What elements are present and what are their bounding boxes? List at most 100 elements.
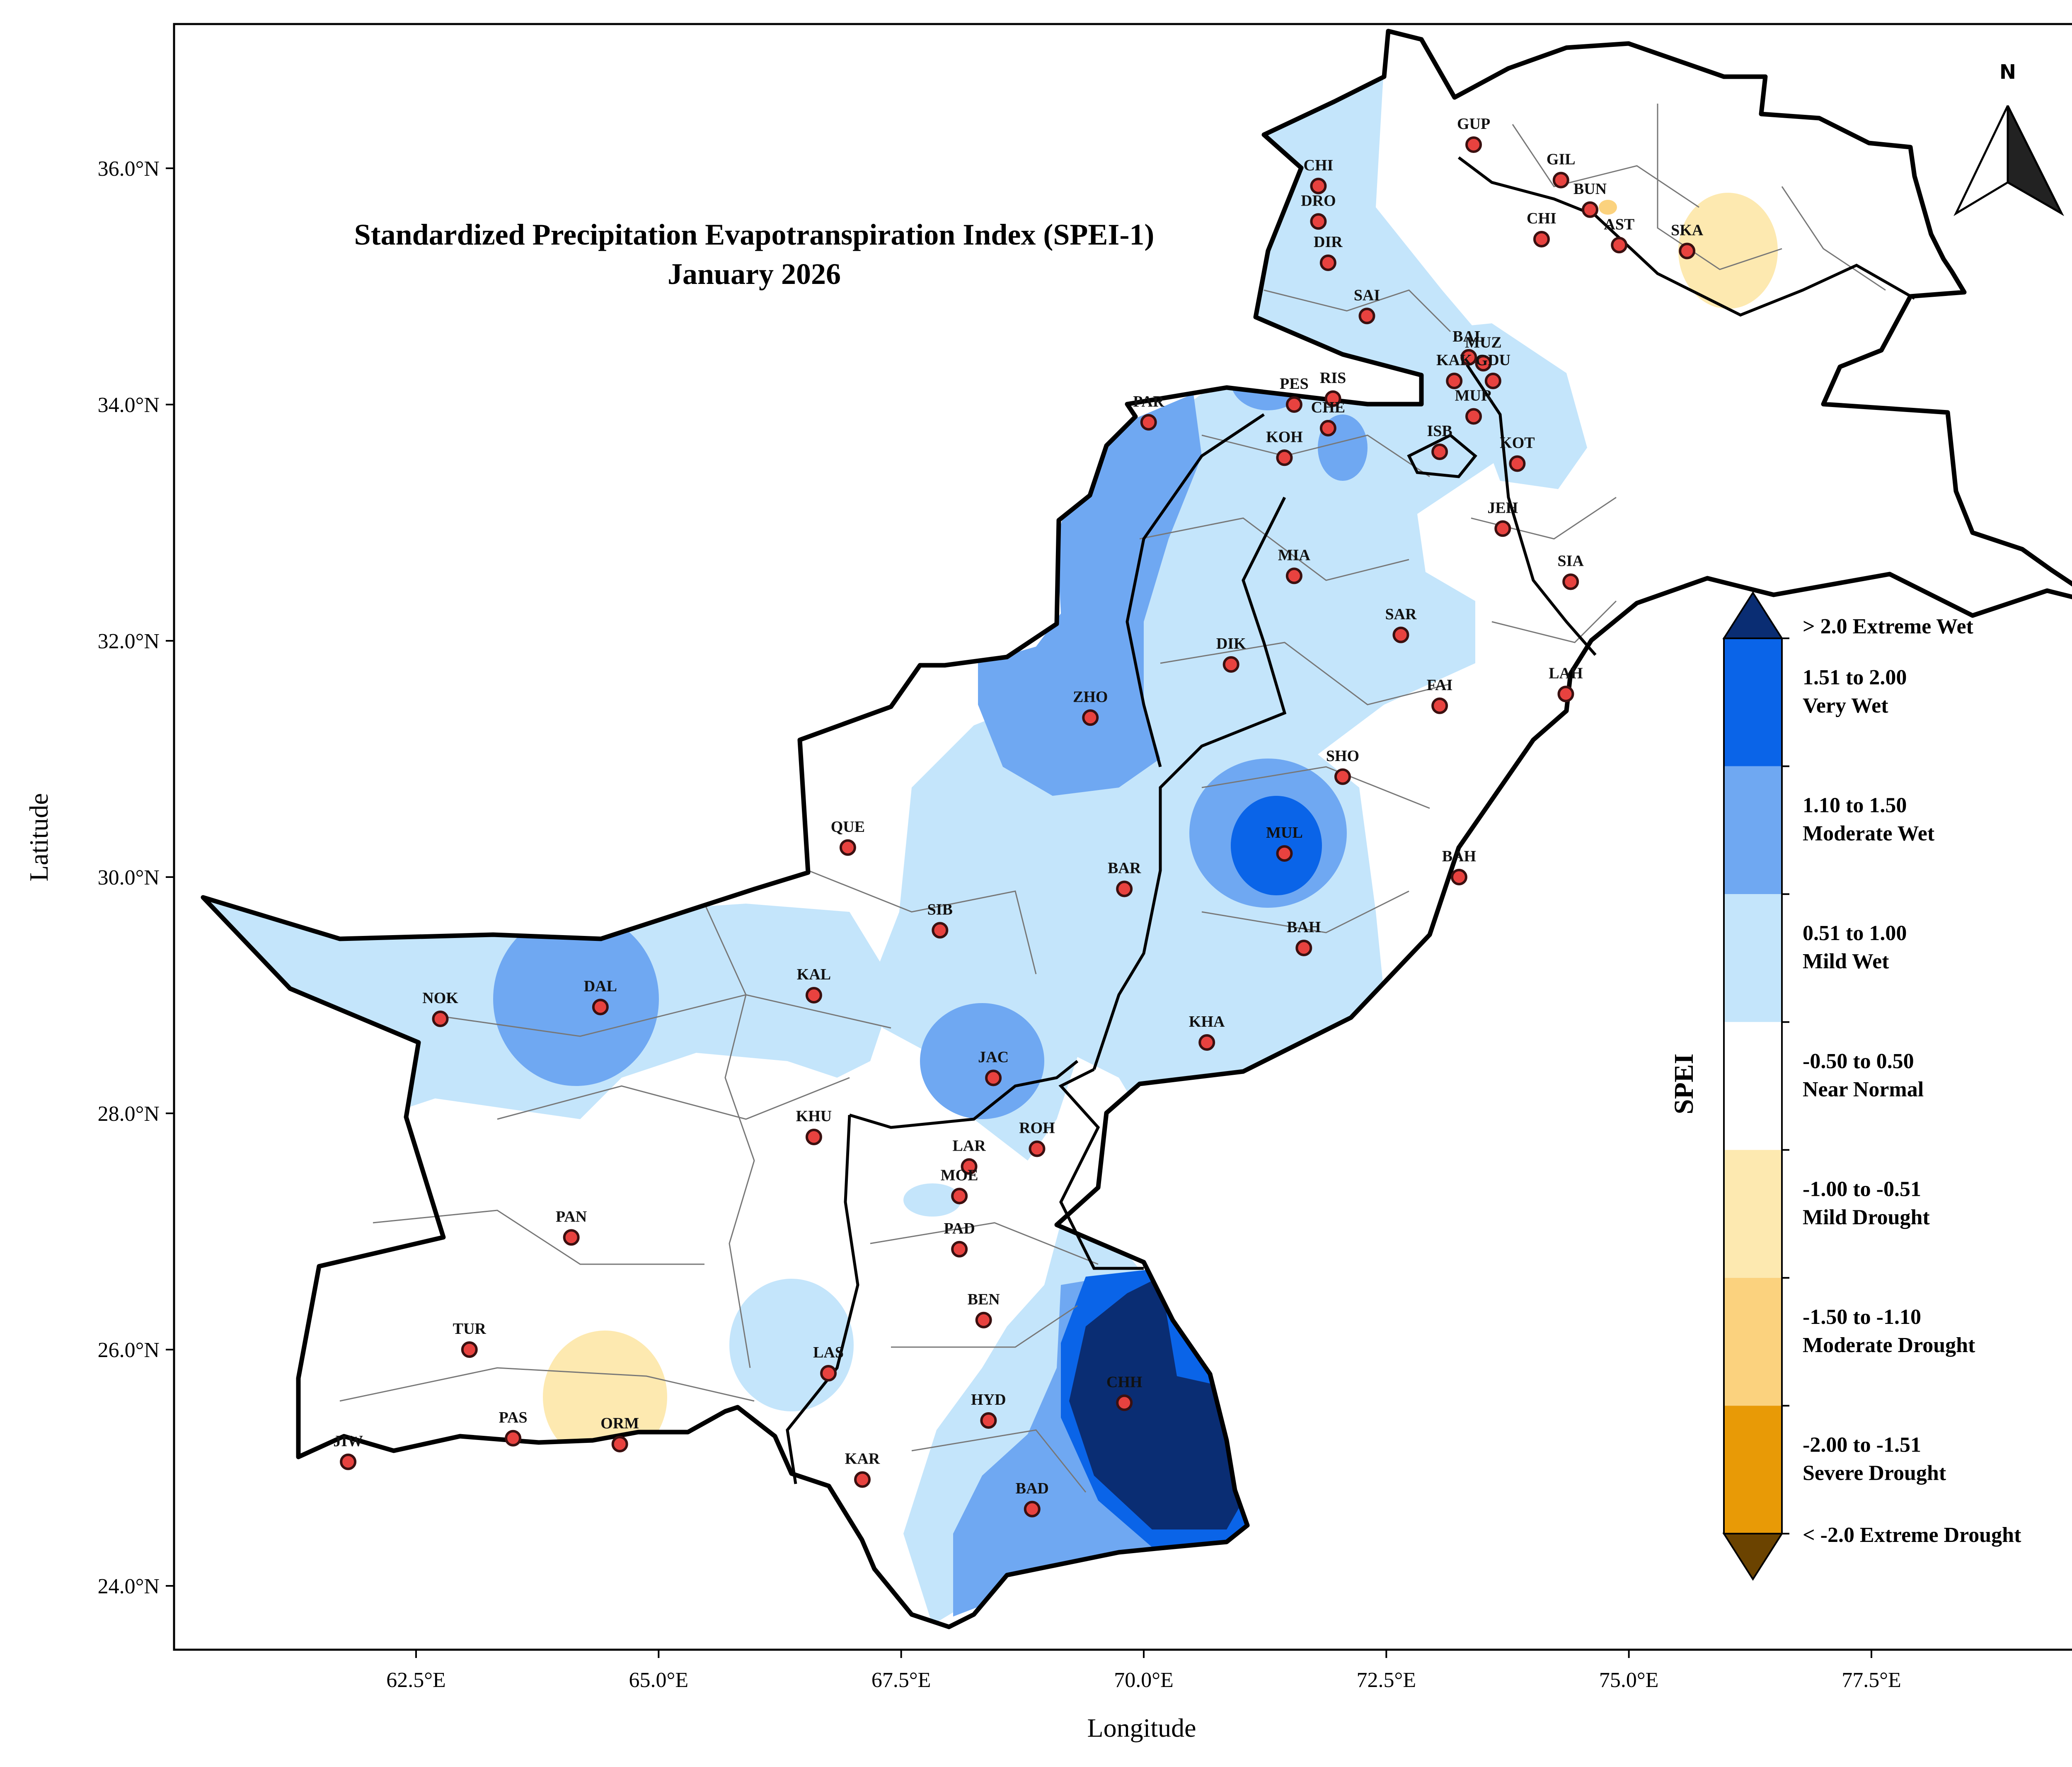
very-wet-region-multan	[1231, 796, 1322, 895]
station-dot	[1450, 869, 1467, 885]
station-dot	[1475, 355, 1492, 372]
station-dot	[951, 1188, 968, 1205]
station-marker: CHI	[1304, 157, 1333, 194]
station-marker: ZHO	[1073, 688, 1108, 726]
station-dot	[805, 1129, 822, 1145]
colorbar-band	[1724, 1406, 1782, 1534]
map-title: Standardized Precipitation Evapotranspir…	[354, 218, 1155, 251]
station-dot	[1494, 520, 1511, 537]
station-label: DIK	[1216, 635, 1246, 652]
station-marker: DRO	[1301, 192, 1336, 230]
province-boundaries	[786, 156, 1915, 1484]
station-label: KAL	[797, 966, 831, 983]
colorbar-label: -1.50 to -1.10	[1803, 1305, 1921, 1329]
colorbar-label: -2.00 to -1.51	[1803, 1433, 1921, 1457]
station-dot	[1276, 845, 1293, 862]
x-tick-label: 62.5°E	[386, 1668, 446, 1692]
station-label: FAI	[1427, 676, 1453, 694]
station-marker: BAD	[1016, 1480, 1049, 1517]
station-dot	[1082, 709, 1099, 726]
station-dot	[1431, 444, 1448, 460]
spei-colorbar: > 2.0 Extreme Wet 1.51 to 2.00 Very Wet 1.1…	[1722, 591, 2021, 1581]
station-label: ROH	[1019, 1120, 1055, 1137]
station-label: CHI	[1527, 210, 1556, 227]
station-marker: ORM	[600, 1415, 639, 1452]
station-label: MUR	[1455, 387, 1493, 405]
station-dot	[1140, 414, 1157, 431]
station-marker: BEN	[968, 1291, 1000, 1328]
station-marker: BUN	[1573, 180, 1607, 218]
station-label: JAC	[978, 1049, 1009, 1066]
station-dot	[1611, 237, 1628, 254]
station-label: KHU	[796, 1108, 832, 1125]
station-marker: FAI	[1427, 676, 1453, 714]
x-axis-title: Longitude	[1087, 1713, 1196, 1743]
mild-drought-region-ormara	[543, 1331, 667, 1463]
station-label: PAR	[1133, 393, 1164, 410]
colorbar-title: SPEI	[1669, 1054, 1699, 1115]
colorbar-band	[1724, 638, 1782, 766]
station-label: BAR	[1108, 860, 1141, 877]
moderate-wet-region-jac	[920, 1003, 1044, 1119]
station-dot	[1446, 373, 1463, 389]
colorbar-label: Mild Wet	[1803, 950, 1889, 973]
station-label: QUE	[831, 818, 865, 836]
colorbar-band	[1724, 1150, 1782, 1278]
station-label: ORM	[600, 1415, 639, 1432]
station-label: SIA	[1557, 553, 1584, 570]
station-marker: CHI	[1527, 210, 1556, 247]
station-marker: TUR	[453, 1320, 487, 1358]
x-tick-label: 70.0°E	[1114, 1668, 1174, 1692]
station-dot	[932, 922, 949, 939]
station-marker: KOT	[1500, 434, 1535, 472]
station-label: BAD	[1016, 1480, 1049, 1497]
colorbar-label: -0.50 to 0.50	[1803, 1050, 1914, 1073]
station-label: GDU	[1476, 351, 1510, 369]
station-dot	[1431, 697, 1448, 714]
colorbar-label: Moderate Drought	[1803, 1333, 1975, 1357]
station-marker: SHO	[1326, 747, 1359, 785]
colorbar-band	[1724, 894, 1782, 1022]
station-dot	[1310, 213, 1327, 230]
station-dot	[432, 1011, 449, 1027]
mild-drought-region-skardu	[1678, 193, 1778, 309]
mild-wet-region-kp-east	[1409, 323, 1587, 489]
station-label: MOE	[941, 1167, 978, 1184]
x-tick-label: 65.0°E	[629, 1668, 689, 1692]
station-label: NOK	[422, 989, 458, 1007]
station-dot	[1116, 1394, 1133, 1411]
station-marker: PAS	[499, 1409, 528, 1447]
station-label: KOH	[1266, 428, 1303, 446]
station-marker: JAC	[978, 1049, 1009, 1086]
station-label: JIW	[333, 1433, 363, 1450]
country-outline	[201, 29, 2072, 1629]
moderate-wet-region-dal	[493, 912, 659, 1086]
y-axis-ticks: 24.0°N 26.0°N 28.0°N 30.0°N 32.0°N 34.0°N 36.0…	[98, 157, 174, 1598]
station-dot	[1276, 449, 1293, 466]
station-dot	[1310, 177, 1327, 194]
station-dot	[611, 1436, 628, 1452]
station-marker: MUL	[1266, 824, 1303, 862]
station-marker: SAR	[1385, 606, 1417, 643]
station-dot	[592, 999, 609, 1016]
station-label: TUR	[453, 1320, 487, 1338]
station-label: PES	[1280, 375, 1309, 393]
spei-contours	[203, 62, 1778, 1625]
north-arrow-icon: N	[1953, 61, 2064, 216]
station-label: RIS	[1320, 369, 1346, 387]
station-dot	[805, 987, 822, 1003]
station-label: PAN	[556, 1208, 587, 1225]
station-marker: CHH	[1106, 1373, 1142, 1411]
y-tick-label: 28.0°N	[98, 1102, 160, 1126]
station-marker: RIS	[1320, 369, 1346, 407]
mild-drought-region-bunji	[1599, 200, 1617, 215]
station-label: JEH	[1487, 499, 1518, 516]
station-dot	[1679, 242, 1696, 259]
station-label: MUZ	[1465, 334, 1502, 351]
station-dot	[1319, 420, 1336, 436]
station-label: BUN	[1573, 180, 1607, 198]
station-dot	[1465, 136, 1482, 153]
station-marker: PAN	[556, 1208, 587, 1246]
station-marker: SKA	[1671, 222, 1704, 259]
